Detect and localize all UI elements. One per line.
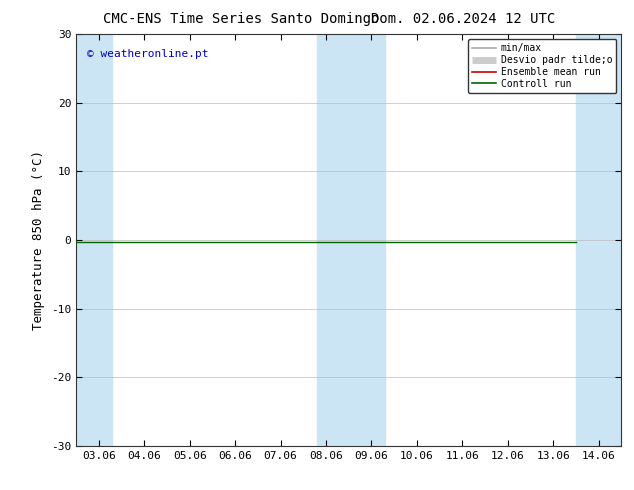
Text: CMC-ENS Time Series Santo Domingo: CMC-ENS Time Series Santo Domingo — [103, 12, 379, 26]
Text: © weatheronline.pt: © weatheronline.pt — [87, 49, 209, 59]
Legend: min/max, Desvio padr tilde;o, Ensemble mean run, Controll run: min/max, Desvio padr tilde;o, Ensemble m… — [468, 39, 616, 93]
Y-axis label: Temperature 850 hPa (°C): Temperature 850 hPa (°C) — [32, 150, 46, 330]
Text: Dom. 02.06.2024 12 UTC: Dom. 02.06.2024 12 UTC — [371, 12, 555, 26]
Bar — [76, 34, 112, 446]
Bar — [317, 34, 385, 446]
Bar — [576, 34, 621, 446]
